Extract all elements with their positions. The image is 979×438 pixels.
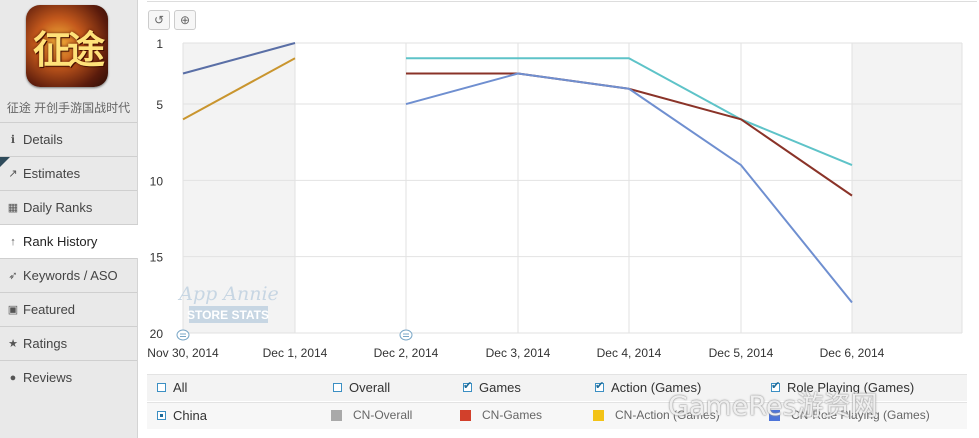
sidebar-item-label: Rank History: [23, 234, 98, 249]
legend-label: CN-Action (Games): [615, 408, 720, 422]
legend-swatch: [460, 409, 471, 421]
series-line-cn-action-games: [182, 57, 296, 121]
legend-label: CN-Games: [482, 408, 543, 422]
series-line-cn-overall: [406, 57, 853, 167]
annotation-flag: [399, 329, 413, 341]
app-annie-watermark: App Annie: [177, 283, 279, 305]
legend-series-row: China CN-Overall CN-Games CN-Action (Games)…: [147, 402, 967, 429]
legend-cn-action-games[interactable]: CN-Action (Games): [593, 408, 720, 422]
legend-swatch: [331, 409, 342, 421]
sidebar-item-label: Keywords / ASO: [23, 268, 118, 283]
app-icon: 征途: [26, 5, 108, 87]
x-tick-label: Dec 4, 2014: [597, 346, 662, 360]
sidebar-item-label: Details: [23, 132, 63, 147]
top-divider: [147, 1, 977, 2]
sidebar-marker: [0, 157, 10, 167]
y-tick-label: 20: [150, 327, 164, 341]
annotation-flag: [176, 329, 190, 341]
checkbox[interactable]: [771, 379, 780, 392]
radio-button[interactable]: [157, 411, 166, 420]
sidebar-item-reviews[interactable]: ● Reviews: [0, 360, 137, 394]
y-tick-label: 15: [150, 251, 164, 265]
filter-label: Action (Games): [611, 380, 702, 395]
filter-label: Role Playing (Games): [787, 380, 915, 395]
legend-label: CN-Overall: [353, 408, 413, 422]
app-icon-text: 征途: [32, 27, 105, 72]
sidebar-item-label: Featured: [23, 302, 76, 317]
sidebar-item-label: Ratings: [23, 336, 68, 351]
plot-band: [852, 43, 962, 333]
x-tick-label: Dec 1, 2014: [263, 346, 328, 360]
sidebar-item-label: Estimates: [23, 166, 81, 181]
watermark: GameRes游资网: [668, 391, 878, 422]
filter-label: All: [173, 380, 188, 395]
plot-band: [183, 43, 295, 333]
star-icon: ★: [8, 338, 18, 350]
y-tick-label: 10: [150, 174, 164, 188]
reset-zoom-icon: ↺: [153, 13, 165, 27]
filter-role-playing-games[interactable]: Role Playing (Games): [771, 379, 915, 395]
legend-filter-row: All Overall Games Action (Games) Role Playin…: [147, 374, 967, 401]
legend-cn-role-playing-games[interactable]: CN-Role Playing (Games): [769, 408, 930, 422]
x-tick-label: Dec 6, 2014: [820, 346, 885, 360]
filter-games[interactable]: Games: [463, 379, 521, 395]
sidebar-item-estimates[interactable]: ↗ Estimates: [0, 156, 137, 190]
series-line-cn-overall: [182, 42, 296, 75]
sidebar: 征途 征途 开创手游国战时代 ℹ Details ↗ Estimates ▦ Daily …: [0, 0, 147, 438]
calendar-icon: ▦: [7, 202, 19, 214]
legend-swatch: [769, 409, 780, 421]
filter-action-games[interactable]: Action (Games): [595, 379, 702, 395]
legend-china[interactable]: China: [157, 408, 207, 423]
app-name: 征途 开创手游国战时代: [6, 101, 131, 115]
sidebar-item-daily-ranks[interactable]: ▦ Daily Ranks: [0, 190, 137, 224]
zoom-in-icon: ⊕: [179, 13, 191, 27]
y-tick-label: 5: [156, 98, 163, 112]
sidebar-nav: ℹ Details ↗ Estimates ▦ Daily Ranks ↑ Rank Hist…: [0, 122, 147, 394]
series-line-cn-role-playing-games: [405, 72, 853, 304]
reset-zoom-button[interactable]: ↺: [148, 10, 170, 30]
arrow-up-icon: ↑: [10, 235, 16, 248]
info-icon: ℹ: [10, 134, 16, 146]
store-stats-band: [189, 306, 268, 323]
checkbox[interactable]: [157, 383, 166, 392]
x-tick-label: Dec 3, 2014: [486, 346, 551, 360]
trend-icon: ↗: [8, 168, 18, 180]
legend-swatch: [593, 409, 604, 421]
filter-overall[interactable]: Overall: [333, 380, 390, 395]
legend-cn-games[interactable]: CN-Games: [460, 408, 542, 422]
checkbox[interactable]: [333, 383, 342, 392]
legend-cn-overall[interactable]: CN-Overall: [331, 408, 412, 422]
zoom-in-button[interactable]: ⊕: [174, 10, 196, 30]
bookmark-icon: ▣: [7, 304, 19, 316]
x-tick-label: Nov 30, 2014: [147, 346, 219, 360]
filter-label: Overall: [349, 380, 391, 395]
sidebar-item-label: Reviews: [23, 370, 73, 385]
sidebar-item-featured[interactable]: ▣ Featured: [0, 292, 137, 326]
checkbox[interactable]: [463, 379, 472, 392]
sidebar-item-label: Daily Ranks: [23, 200, 93, 215]
filter-label: Games: [479, 380, 521, 395]
y-tick-label: 1: [156, 37, 163, 51]
filter-all[interactable]: All: [157, 380, 187, 395]
legend-label: CN-Role Playing (Games): [791, 408, 930, 422]
store-stats-watermark: STORE STATS: [187, 308, 269, 322]
sidebar-item-keywords-aso[interactable]: ➶ Keywords / ASO: [0, 258, 137, 292]
comment-icon: ●: [9, 371, 17, 384]
legend-label: China: [173, 408, 207, 423]
x-tick-label: Dec 5, 2014: [709, 346, 774, 360]
sidebar-item-ratings[interactable]: ★ Ratings: [0, 326, 137, 360]
sidebar-item-rank-history[interactable]: ↑ Rank History: [0, 224, 147, 258]
checkbox[interactable]: [595, 379, 604, 392]
x-tick-label: Dec 2, 2014: [374, 346, 439, 360]
target-icon: ➶: [8, 270, 18, 282]
sidebar-item-details[interactable]: ℹ Details: [0, 122, 137, 156]
